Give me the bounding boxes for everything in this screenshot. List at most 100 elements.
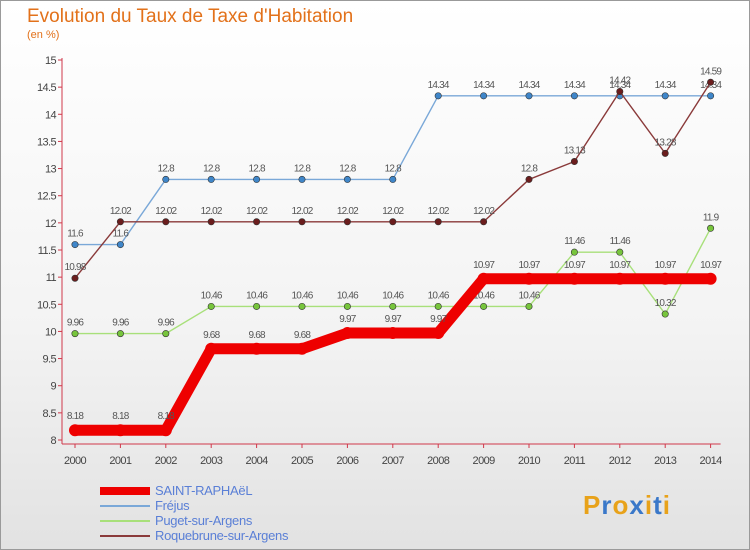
legend-label: Roquebrune-sur-Argens — [155, 528, 289, 543]
data-point — [613, 272, 626, 285]
legend-swatch — [100, 520, 150, 522]
data-point — [343, 302, 351, 310]
data-point — [525, 175, 533, 183]
data-label: 12.02 — [473, 206, 495, 217]
data-point — [343, 218, 351, 226]
x-tick-label: 2008 — [427, 455, 450, 467]
data-label: 10.97 — [564, 260, 586, 271]
data-label: 14.34 — [564, 80, 586, 91]
data-point — [434, 92, 442, 100]
data-label: 9.97 — [385, 314, 403, 325]
data-point — [389, 218, 397, 226]
x-tick-label: 2010 — [518, 455, 541, 467]
x-tick-label: 2011 — [564, 455, 586, 467]
x-tick-label: 2001 — [109, 455, 132, 467]
y-tick-label: 10 — [45, 326, 57, 338]
data-point — [707, 224, 715, 232]
y-tick-label: 12 — [45, 218, 57, 230]
data-point — [389, 175, 397, 183]
data-label: 9.68 — [294, 330, 312, 341]
data-label: 12.8 — [385, 163, 403, 174]
data-point — [616, 248, 624, 256]
y-tick-label: 11 — [46, 272, 57, 284]
data-point — [661, 149, 669, 157]
data-label: 10.97 — [655, 260, 677, 271]
data-label: 10.46 — [428, 290, 450, 301]
x-tick-label: 2003 — [200, 455, 223, 467]
data-point — [298, 218, 306, 226]
data-label: 11.46 — [610, 236, 632, 247]
data-point — [343, 175, 351, 183]
data-label: 10.46 — [246, 290, 268, 301]
chart-title: Evolution du Taux de Taxe d'Habitation — [27, 6, 354, 27]
data-point — [477, 272, 490, 285]
data-label: 8.18 — [112, 411, 130, 422]
x-tick-label: 2006 — [336, 455, 359, 467]
data-point — [296, 342, 308, 355]
data-point — [661, 310, 669, 318]
series-line-0 — [75, 273, 711, 436]
data-point — [71, 274, 79, 282]
x-tick-label: 2014 — [700, 455, 723, 467]
data-label: 10.46 — [201, 290, 223, 301]
data-label: 9.68 — [203, 330, 221, 341]
data-label: 10.97 — [700, 260, 722, 271]
data-label: 12.8 — [339, 163, 357, 174]
data-label: 11.6 — [67, 229, 84, 240]
data-label: 10.97 — [518, 260, 540, 271]
data-label: 14.34 — [428, 80, 450, 91]
data-point — [162, 175, 170, 183]
data-label: 9.68 — [248, 330, 266, 341]
data-point — [480, 302, 488, 310]
y-tick-label: 8 — [50, 435, 56, 447]
data-point — [162, 330, 170, 338]
data-label: 12.02 — [337, 206, 359, 217]
y-tick-label: 9 — [50, 381, 56, 393]
data-label: 10.46 — [337, 290, 359, 301]
data-label: 12.02 — [428, 206, 450, 217]
data-point — [71, 330, 79, 338]
data-point — [570, 158, 578, 166]
data-label: 14.34 — [473, 80, 495, 91]
data-point — [386, 327, 399, 340]
data-point — [480, 218, 488, 226]
data-point — [661, 92, 669, 100]
data-point — [253, 175, 261, 183]
y-tick-label: 13.5 — [37, 136, 56, 148]
legend-label: Fréjus — [155, 498, 190, 513]
x-tick-label: 2005 — [291, 455, 314, 467]
data-label: 13.13 — [564, 146, 586, 157]
data-label: 10.98 — [64, 262, 86, 273]
data-label: 10.32 — [655, 298, 677, 309]
data-label: 13.28 — [655, 137, 677, 148]
y-tick-label: 11.5 — [38, 245, 57, 257]
legend-swatch — [100, 505, 150, 507]
data-point — [525, 92, 533, 100]
data-label: 11.9 — [703, 212, 720, 223]
data-label: 9.96 — [67, 318, 85, 329]
data-point — [69, 424, 81, 437]
legend-swatch — [100, 487, 150, 495]
data-point — [432, 327, 445, 340]
data-point — [570, 92, 578, 100]
y-tick-label: 14 — [45, 109, 57, 121]
data-label: 10.46 — [291, 290, 313, 301]
data-point — [616, 87, 624, 95]
data-point — [298, 302, 306, 310]
data-point — [568, 272, 581, 285]
data-label: 11.6 — [113, 229, 130, 240]
data-point — [207, 218, 215, 226]
data-label: 9.97 — [339, 314, 357, 325]
y-tick-label: 15 — [45, 55, 57, 67]
legend-label: Puget-sur-Argens — [155, 513, 253, 528]
data-point — [523, 272, 535, 285]
data-label: 12.02 — [291, 206, 313, 217]
data-label: 14.34 — [518, 80, 540, 91]
data-label: 12.02 — [382, 206, 404, 217]
data-label: 10.46 — [518, 290, 540, 301]
x-tick-label: 2004 — [246, 455, 269, 467]
data-point — [71, 241, 79, 249]
data-point — [707, 78, 715, 86]
proxiti-logo: Proxiti — [583, 490, 671, 520]
data-point — [707, 92, 715, 100]
